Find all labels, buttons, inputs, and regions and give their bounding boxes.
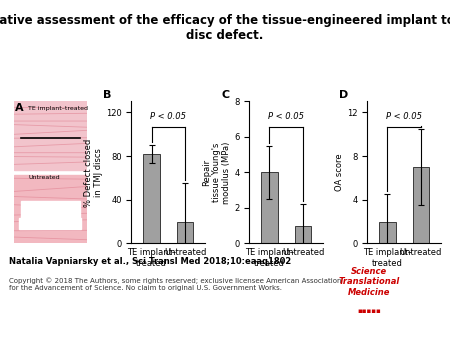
Text: P < 0.05: P < 0.05 [268, 112, 304, 121]
Text: ▪▪▪▪▪: ▪▪▪▪▪ [357, 308, 381, 314]
Text: Natalia Vapniarsky et al., Sci Transl Med 2018;10:eaaq1802: Natalia Vapniarsky et al., Sci Transl Me… [9, 257, 291, 266]
Text: A: A [15, 103, 23, 113]
Text: B: B [104, 90, 112, 100]
Bar [14, 101, 87, 170]
Text: D: D [339, 90, 349, 100]
Bar [21, 201, 80, 222]
Text: P < 0.05: P < 0.05 [150, 112, 186, 121]
Bar [379, 221, 396, 243]
Text: TE implant–treated: TE implant–treated [28, 106, 88, 111]
Bar [143, 154, 160, 243]
Y-axis label: OA score: OA score [335, 153, 344, 191]
Text: P < 0.05: P < 0.05 [386, 112, 422, 121]
Bar [177, 221, 194, 243]
Bar [295, 226, 311, 243]
Bar [19, 218, 81, 229]
Text: Fig. 5 Quantitative assessment of the efficacy of the tissue-engineered implant : Fig. 5 Quantitative assessment of the ef… [0, 14, 450, 42]
Text: C: C [221, 90, 230, 100]
Text: Untreated: Untreated [28, 175, 60, 180]
Bar [413, 167, 429, 243]
Text: Science
Translational
Medicine: Science Translational Medicine [338, 267, 400, 297]
Bar [14, 175, 87, 243]
Y-axis label: % Defect closed
in TMJ discs: % Defect closed in TMJ discs [84, 138, 103, 207]
Bar [261, 172, 278, 243]
Y-axis label: Repair
tissue Young's
modulus (MPa): Repair tissue Young's modulus (MPa) [202, 141, 231, 203]
Text: Copyright © 2018 The Authors, some rights reserved; exclusive licensee American : Copyright © 2018 The Authors, some right… [9, 277, 342, 291]
